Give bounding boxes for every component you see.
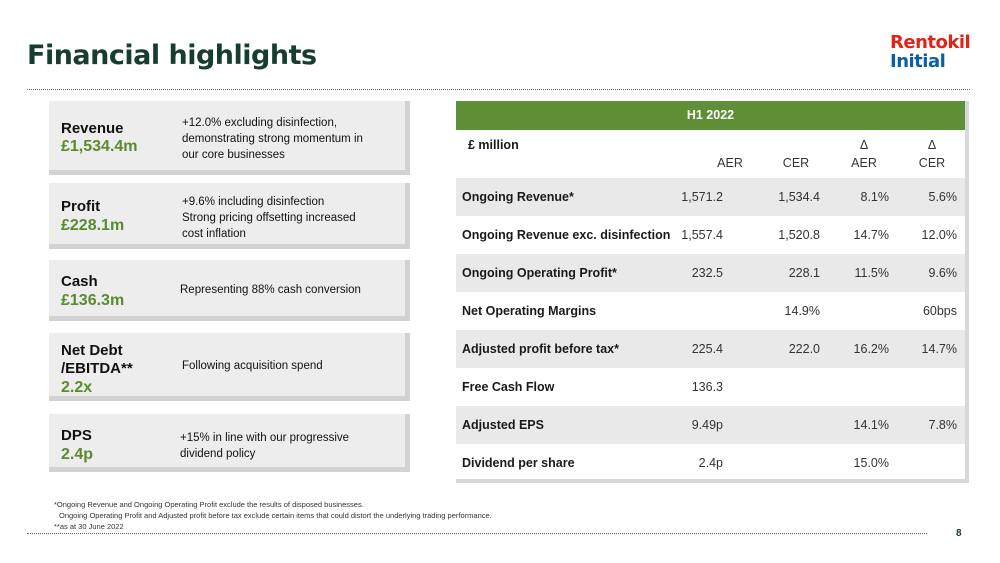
cell: 14.7%	[853, 228, 889, 242]
kpi-value: 2.4p	[61, 446, 94, 463]
row-label: Adjusted profit before tax*	[462, 342, 619, 356]
table-column-headers: £ million AER CER Δ AER Δ CER	[456, 130, 965, 178]
cell: 9.49p	[691, 418, 723, 432]
cell: 232.5	[691, 266, 723, 280]
cell: 16.2%	[853, 342, 889, 356]
unit-label: £ million	[468, 138, 519, 152]
row-label: Ongoing Revenue*	[462, 190, 574, 204]
kpi-label: Net Debt /EBITDA**	[61, 342, 133, 377]
cell: 1,534.4	[778, 190, 820, 204]
col-header: AER	[717, 156, 743, 170]
row-label: Ongoing Revenue exc. disinfection	[462, 228, 671, 242]
bottom-divider	[27, 533, 927, 534]
table-row: Ongoing Revenue* 1,571.2 1,534.4 8.1% 5.…	[456, 178, 965, 216]
col-header-delta: Δ	[859, 138, 869, 152]
kpi-value: £1,534.4m	[61, 138, 138, 155]
cell: 136.3	[691, 380, 723, 394]
row-label: Free Cash Flow	[462, 380, 555, 394]
kpi-description: Representing 88% cash conversion	[180, 284, 361, 296]
cell: 1,520.8	[778, 228, 820, 242]
row-label: Adjusted EPS	[462, 418, 544, 432]
col-header: CER	[782, 156, 810, 170]
cell: 15.0%	[853, 456, 889, 470]
table-row: Adjusted profit before tax* 225.4 222.0 …	[456, 330, 965, 368]
kpi-card-dps: DPS 2.4p +15% in line with our progressi…	[49, 414, 410, 472]
kpi-value: £228.1m	[61, 217, 125, 234]
kpi-card-profit: Profit £228.1m +9.6% including disinfect…	[49, 183, 410, 249]
cell: 8.1%	[860, 190, 890, 204]
kpi-description: +9.6% including disinfection Strong pric…	[182, 196, 356, 240]
cell: 14.9%	[784, 304, 820, 318]
top-divider	[27, 89, 970, 90]
cell: 14.7%	[921, 342, 957, 356]
kpi-value: 2.2x	[61, 379, 93, 396]
cell: 5.6%	[928, 190, 958, 204]
row-label: Ongoing Operating Profit*	[462, 266, 617, 280]
table-row: Net Operating Margins 14.9% 60bps	[456, 292, 965, 330]
row-label: Dividend per share	[462, 456, 575, 470]
logo-line-2: Initial	[890, 51, 946, 72]
kpi-label: Revenue	[61, 120, 124, 137]
kpi-card-revenue: Revenue £1,534.4m +12.0% excluding disin…	[49, 101, 410, 175]
kpi-card-net-debt: Net Debt /EBITDA** 2.2x Following acquis…	[49, 333, 410, 401]
footnote-1: *Ongoing Revenue and Ongoing Operating P…	[54, 500, 364, 509]
cell: 9.6%	[928, 266, 958, 280]
cell: 11.5%	[854, 266, 889, 280]
cell: 7.8%	[928, 418, 958, 432]
kpi-label: Profit	[61, 198, 101, 215]
table-row: Dividend per share 2.4p 15.0%	[456, 444, 965, 482]
cell: 14.1%	[853, 418, 889, 432]
page-number: 8	[956, 528, 962, 539]
table-row: Adjusted EPS 9.49p 14.1% 7.8%	[456, 406, 965, 444]
table-row: Ongoing Operating Profit* 232.5 228.1 11…	[456, 254, 965, 292]
cell: 222.0	[788, 342, 820, 356]
cell: 12.0%	[921, 228, 957, 242]
table-row: Free Cash Flow 136.3	[456, 368, 965, 406]
col-header: CER	[918, 156, 946, 170]
cell: 60bps	[922, 304, 957, 318]
page-title: Financial highlights	[27, 40, 317, 71]
col-header: AER	[851, 156, 877, 170]
row-label: Net Operating Margins	[462, 304, 597, 318]
kpi-label: DPS	[61, 427, 92, 444]
table-row: Ongoing Revenue exc. disinfection 1,557.…	[456, 216, 965, 254]
kpi-description: +15% in line with our progressive divide…	[180, 432, 350, 460]
kpi-description: Following acquisition spend	[182, 360, 323, 372]
col-header-delta: Δ	[927, 138, 937, 152]
financial-table: H1 2022 £ million AER CER Δ AER Δ CER On…	[456, 101, 969, 483]
cell: 228.1	[788, 266, 820, 280]
footnote-2: Ongoing Operating Profit and Adjusted pr…	[59, 511, 492, 520]
logo-line-1: Rentokil	[890, 32, 971, 53]
kpi-value: £136.3m	[61, 292, 125, 309]
cell: 2.4p	[698, 456, 723, 470]
cell: 1,571.2	[681, 190, 723, 204]
cell: 1,557.4	[681, 228, 723, 242]
kpi-label: Cash	[61, 273, 98, 290]
footnote-3: **as at 30 June 2022	[54, 522, 124, 531]
cell: 225.4	[691, 342, 723, 356]
company-logo: Rentokil Initial	[890, 32, 971, 72]
kpi-card-cash: Cash £136.3m Representing 88% cash conve…	[49, 260, 410, 321]
table-period-header: H1 2022	[456, 101, 965, 130]
kpi-description: +12.0% excluding disinfection, demonstra…	[182, 117, 363, 161]
